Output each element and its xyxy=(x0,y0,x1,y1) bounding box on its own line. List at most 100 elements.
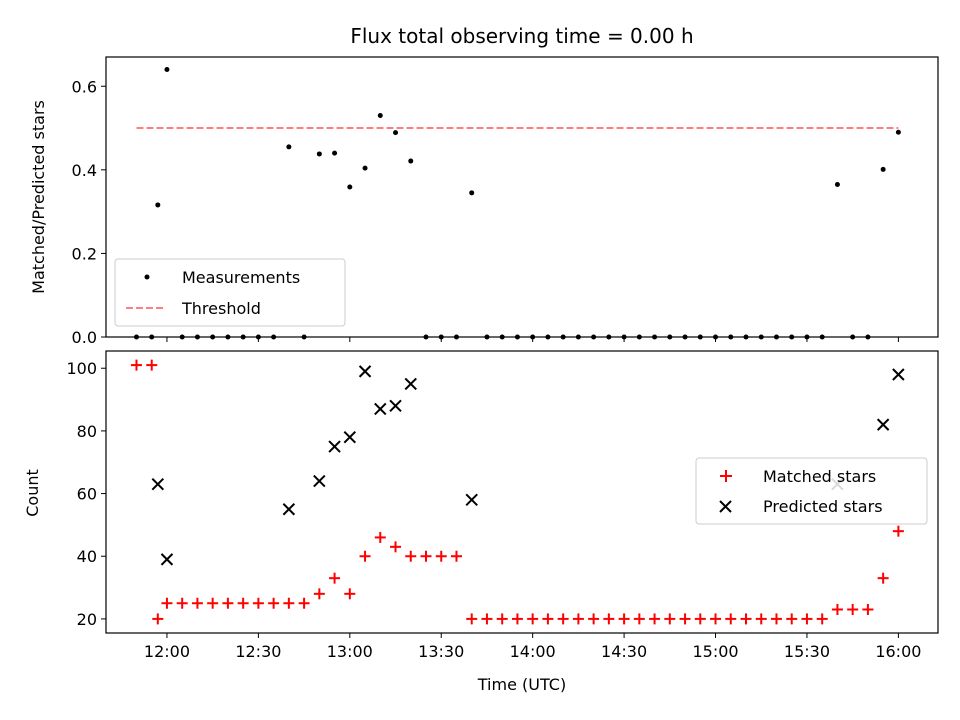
predicted-stars-point xyxy=(389,399,402,413)
y-tick-label: 40 xyxy=(77,547,97,566)
matched-stars-point xyxy=(603,613,615,625)
x-tick-label: 12:30 xyxy=(235,642,281,661)
matched-stars-point xyxy=(542,613,554,625)
predicted-stars-point xyxy=(343,430,357,444)
predicted-stars-point xyxy=(282,503,296,516)
legend-measurements-marker xyxy=(144,274,150,280)
predicted-stars-point xyxy=(876,418,890,431)
y-tick-label: 0.2 xyxy=(72,244,97,263)
matched-stars-point xyxy=(146,359,158,371)
x-tick-label: 12:00 xyxy=(144,642,190,661)
top-legend: Measurements Threshold xyxy=(114,258,346,327)
measurement-point xyxy=(895,129,901,135)
matched-stars-point xyxy=(344,588,356,600)
legend-predicted-marker xyxy=(719,500,732,513)
measurement-point xyxy=(164,67,170,73)
y-tick-label: 0.6 xyxy=(72,77,97,96)
matched-stars-point xyxy=(710,613,722,625)
x-tick-label: 13:30 xyxy=(418,642,464,661)
predicted-stars-point xyxy=(404,377,417,391)
y-tick-label: 0.0 xyxy=(72,328,97,347)
y-tick-label: 60 xyxy=(77,485,97,504)
matched-stars-point xyxy=(176,597,188,609)
predicted-stars-point xyxy=(151,477,165,491)
predicted-stars-point xyxy=(313,474,326,488)
top-panel: 0.0 0.2 0.4 0.6 Matched/Predicted stars Mea… xyxy=(29,56,939,347)
legend-predicted-label: Predicted stars xyxy=(763,497,883,516)
measurement-point xyxy=(286,144,292,150)
matched-stars-point xyxy=(618,613,630,625)
measurement-point xyxy=(316,151,322,157)
measurement-point xyxy=(408,158,414,164)
y-tick-label: 80 xyxy=(77,422,97,441)
matched-stars-point xyxy=(679,613,691,625)
bottom-y-axis: 20 40 60 80 100 xyxy=(66,359,106,629)
matched-stars-point xyxy=(191,597,203,609)
predicted-stars-point xyxy=(160,553,174,566)
top-axes-frame xyxy=(105,56,939,338)
top-y-axis-label: Matched/Predicted stars xyxy=(29,100,48,294)
x-tick-label: 16:00 xyxy=(875,642,921,661)
matched-stars-point xyxy=(374,531,386,543)
y-tick-label: 100 xyxy=(66,359,97,378)
matched-stars-point xyxy=(298,597,310,609)
matched-stars-point xyxy=(207,597,219,609)
matched-stars-point xyxy=(572,613,584,625)
measurement-point xyxy=(393,130,399,136)
matched-stars-point xyxy=(831,604,843,615)
bottom-y-axis-label: Count xyxy=(23,469,42,517)
matched-stars-point xyxy=(161,597,173,609)
matched-stars-point xyxy=(588,613,600,625)
bottom-legend-box xyxy=(695,457,928,525)
matched-stars-point xyxy=(496,613,508,625)
matched-stars-point xyxy=(557,613,569,625)
top-legend-box xyxy=(114,258,346,327)
matched-stars-point xyxy=(740,613,752,625)
legend-matched-label: Matched stars xyxy=(763,467,876,486)
chart-title: Flux total observing time = 0.00 h xyxy=(350,24,693,48)
matched-stars-point xyxy=(450,550,462,562)
y-tick-label: 20 xyxy=(77,610,97,629)
matched-stars-point xyxy=(420,550,432,562)
bottom-panel: 20 40 60 80 100 12:00 12:30 13:00 13:30 14:00 14:… xyxy=(23,350,939,694)
matched-stars-point xyxy=(527,613,539,625)
measurement-point xyxy=(377,113,383,119)
measurement-point xyxy=(347,184,353,190)
x-tick-label: 14:00 xyxy=(510,642,556,661)
legend-threshold-label: Threshold xyxy=(181,299,261,318)
predicted-stars-point xyxy=(892,368,905,381)
matched-stars-point xyxy=(222,597,234,609)
bottom-x-axis: 12:00 12:30 13:00 13:30 14:00 14:30 15:00 15:30… xyxy=(144,633,921,661)
predicted-stars-point xyxy=(465,493,478,507)
y-tick-label: 0.4 xyxy=(72,161,97,180)
matched-stars-point xyxy=(511,613,523,625)
matched-stars-point xyxy=(405,550,417,562)
matched-stars-point xyxy=(877,572,889,584)
x-tick-label: 15:30 xyxy=(784,642,830,661)
matched-stars-point xyxy=(390,541,402,553)
matched-stars-point xyxy=(268,597,280,609)
matched-stars-point xyxy=(435,550,447,562)
bottom-legend: Matched stars Predicted stars xyxy=(695,457,928,525)
bottom-axes-frame xyxy=(105,350,939,634)
matched-stars-point xyxy=(329,572,341,584)
measurement-point xyxy=(155,202,161,208)
matched-stars-point xyxy=(816,613,828,625)
matched-stars-point xyxy=(649,613,661,625)
x-tick-label: 15:00 xyxy=(692,642,738,661)
matched-stars-point xyxy=(725,613,737,625)
predicted-stars-point xyxy=(374,402,387,416)
top-y-axis: 0.0 0.2 0.4 0.6 xyxy=(72,77,106,347)
matched-stars-point xyxy=(633,613,645,625)
matched-stars-point xyxy=(786,613,798,625)
matched-stars-point xyxy=(481,613,493,625)
matched-stars-point xyxy=(862,604,874,615)
matched-stars-point xyxy=(755,613,767,625)
matched-stars-point xyxy=(152,613,164,625)
x-tick-label: 14:30 xyxy=(601,642,647,661)
matched-stars-point xyxy=(694,613,706,625)
matched-stars-point xyxy=(847,604,859,615)
predicted-stars-point xyxy=(358,365,372,378)
matched-stars-point xyxy=(359,550,371,562)
